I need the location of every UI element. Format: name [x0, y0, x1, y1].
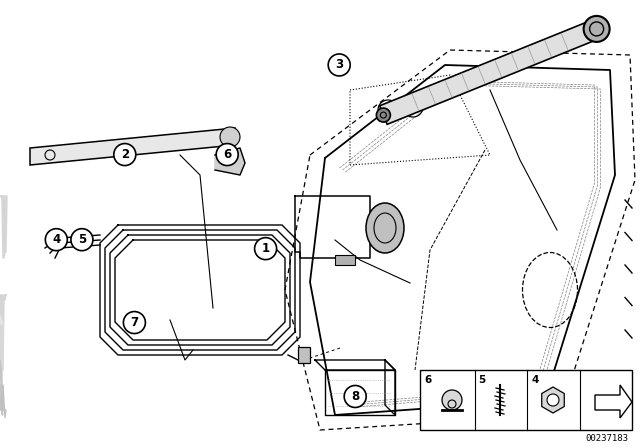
Polygon shape [0, 315, 3, 395]
Text: 1: 1 [262, 242, 269, 255]
Text: 5: 5 [478, 375, 485, 385]
Circle shape [547, 394, 559, 406]
Text: 5: 5 [78, 233, 86, 246]
Circle shape [255, 237, 276, 260]
Bar [420, 370, 632, 430]
Circle shape [442, 390, 462, 410]
Polygon shape [0, 295, 7, 370]
Ellipse shape [366, 203, 404, 253]
Text: 6: 6 [424, 375, 431, 385]
Circle shape [328, 54, 350, 76]
Circle shape [124, 311, 145, 334]
Circle shape [376, 108, 390, 122]
Circle shape [216, 143, 238, 166]
Text: 4: 4 [52, 233, 60, 246]
Polygon shape [215, 148, 245, 175]
Polygon shape [0, 370, 3, 415]
Polygon shape [0, 196, 7, 258]
Polygon shape [0, 385, 6, 418]
Text: 6: 6 [223, 148, 231, 161]
Bar [335, 255, 355, 265]
Polygon shape [0, 360, 3, 415]
Polygon shape [0, 325, 3, 395]
Circle shape [220, 127, 240, 147]
Circle shape [114, 143, 136, 166]
Circle shape [45, 228, 67, 251]
Text: 7: 7 [131, 316, 138, 329]
Text: 3: 3 [335, 58, 343, 72]
Text: 4: 4 [531, 375, 538, 385]
Polygon shape [298, 347, 310, 363]
Text: 8: 8 [351, 390, 359, 403]
Polygon shape [0, 360, 3, 370]
Text: 00237183: 00237183 [585, 434, 628, 443]
Polygon shape [0, 385, 3, 395]
Circle shape [71, 228, 93, 251]
Polygon shape [30, 128, 237, 165]
Circle shape [344, 385, 366, 408]
Circle shape [584, 16, 610, 42]
Text: 2: 2 [121, 148, 129, 161]
Polygon shape [380, 20, 600, 125]
